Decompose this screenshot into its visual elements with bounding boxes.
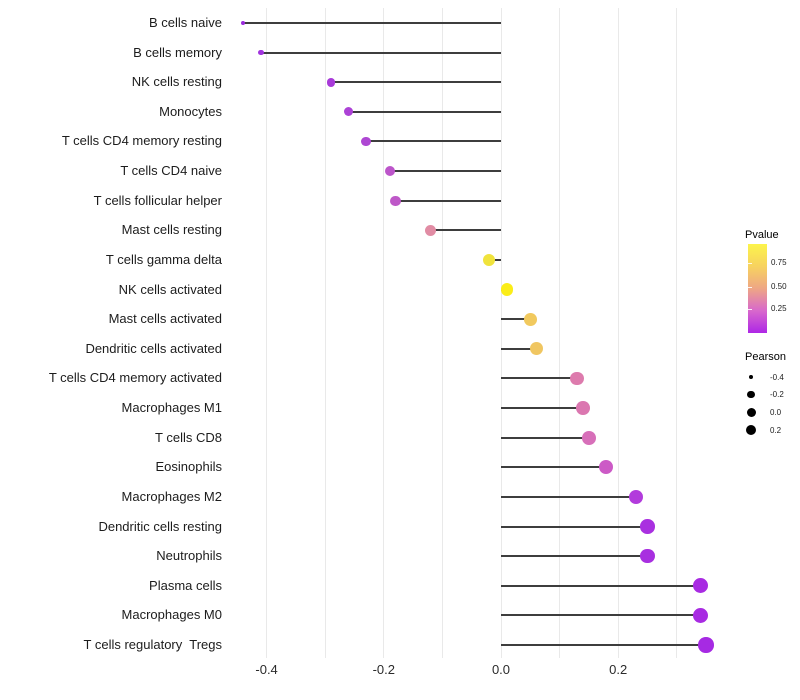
pvalue-colorbar bbox=[748, 244, 767, 333]
pearson-legend-label: 0.2 bbox=[770, 425, 782, 435]
y-axis-label: Eosinophils bbox=[155, 459, 223, 475]
pearson-legend-dot bbox=[749, 375, 753, 379]
y-axis-label: T cells follicular helper bbox=[93, 192, 222, 208]
y-axis-label: Mast cells activated bbox=[108, 311, 222, 327]
lollipop-stem bbox=[501, 466, 607, 469]
x-axis-tick-label: -0.4 bbox=[255, 662, 278, 677]
pearson-legend-label: -0.2 bbox=[770, 390, 784, 400]
y-axis-label: Plasma cells bbox=[149, 577, 222, 593]
lollipop-dot bbox=[640, 548, 655, 564]
lollipop-stem bbox=[501, 377, 578, 380]
y-axis-label: T cells gamma delta bbox=[105, 251, 222, 267]
y-axis-label: T cells CD4 memory resting bbox=[61, 133, 222, 149]
lollipop-dot bbox=[582, 430, 596, 445]
pearson-legend-entries: -0.4 -0.2 0.0 0.2 bbox=[745, 351, 800, 446]
pvalue-legend-title: Pvalue bbox=[745, 229, 779, 241]
y-axis-label: B cells naive bbox=[149, 15, 222, 30]
pvalue-legend: Pvalue 0.75 0.50 0.25 bbox=[745, 229, 800, 349]
x-axis-tick-label: -0.2 bbox=[372, 662, 395, 677]
colorbar-tick-mark bbox=[748, 262, 752, 264]
lollipop-dot bbox=[384, 166, 395, 177]
lollipop-stem bbox=[489, 258, 501, 261]
y-axis-label: NK cells activated bbox=[118, 281, 222, 297]
lollipop-dot bbox=[640, 519, 655, 534]
lollipop-stem bbox=[501, 614, 701, 617]
lollipop-dot bbox=[390, 195, 401, 206]
lollipop-dot bbox=[576, 401, 590, 415]
pearson-legend-dot bbox=[746, 425, 756, 436]
pearson-legend-label: 0.0 bbox=[770, 407, 782, 417]
y-axis-label: NK cells resting bbox=[131, 74, 222, 90]
lollipop-dot bbox=[529, 342, 543, 356]
lollipop-dot bbox=[698, 637, 714, 653]
grid-line bbox=[383, 8, 385, 658]
x-axis-tick-label: 0.2 bbox=[609, 662, 628, 677]
y-axis-label: Mast cells resting bbox=[121, 222, 222, 238]
lollipop-dot bbox=[500, 283, 514, 296]
lollipop-stem bbox=[366, 140, 501, 143]
lollipop-dot bbox=[692, 578, 708, 594]
lollipop-dot bbox=[483, 253, 496, 266]
grid-line bbox=[441, 8, 443, 658]
y-axis-label: Macrophages M0 bbox=[121, 607, 222, 623]
grid-line bbox=[324, 8, 326, 658]
lollipop-stem bbox=[501, 525, 648, 528]
lollipop-stem bbox=[501, 555, 648, 558]
y-axis-label: T cells regulatory Tregs bbox=[83, 637, 222, 653]
y-axis-label: Macrophages M1 bbox=[121, 400, 222, 416]
colorbar-tick-mark bbox=[748, 308, 752, 310]
y-axis-label: Dendritic cells resting bbox=[98, 518, 222, 534]
lollipop-dot bbox=[570, 371, 584, 386]
y-axis-label: Monocytes bbox=[159, 103, 222, 119]
lollipop-dot bbox=[425, 224, 437, 236]
y-axis-label: Neutrophils bbox=[156, 548, 222, 564]
lollipop-dot bbox=[628, 489, 643, 505]
y-axis-label: T cells CD4 memory activated bbox=[48, 370, 222, 386]
lollipop-stem bbox=[243, 22, 501, 24]
pearson-legend-label: -0.4 bbox=[770, 372, 784, 382]
colorbar-tick-mark bbox=[748, 286, 752, 288]
colorbar-tick-label: 0.75 bbox=[771, 258, 787, 268]
lollipop-dot bbox=[344, 107, 354, 117]
lollipop-stem bbox=[501, 584, 701, 587]
grid-line bbox=[500, 8, 502, 658]
grid-line bbox=[266, 8, 268, 658]
pearson-legend-title: Pearson bbox=[745, 351, 786, 363]
lollipop-stem bbox=[430, 229, 501, 232]
lollipop-stem bbox=[389, 170, 501, 173]
lollipop-stem bbox=[501, 436, 589, 439]
lollipop-stem bbox=[501, 347, 537, 350]
x-axis-tick-label: 0.0 bbox=[491, 662, 511, 677]
lollipop-stem bbox=[501, 407, 584, 410]
lollipop-stem bbox=[331, 81, 501, 84]
lollipop-dot bbox=[692, 607, 708, 624]
lollipop-stem bbox=[501, 495, 636, 498]
y-axis-label: Macrophages M2 bbox=[121, 488, 222, 504]
grid-line bbox=[617, 8, 619, 658]
lollipop-dot bbox=[257, 49, 264, 56]
pearson-legend-dot bbox=[746, 407, 756, 417]
y-axis-label: T cells CD4 naive bbox=[120, 163, 222, 179]
y-axis-label: T cells CD8 bbox=[155, 429, 222, 445]
lollipop-dot bbox=[240, 20, 246, 26]
lollipop-stem bbox=[501, 318, 531, 321]
lollipop-dot bbox=[599, 460, 614, 475]
lollipop-stem bbox=[395, 199, 501, 202]
grid-line bbox=[559, 8, 561, 658]
colorbar-tick-label: 0.25 bbox=[771, 304, 787, 314]
y-axis-label: Dendritic cells activated bbox=[85, 340, 222, 356]
lollipop-dot bbox=[326, 77, 336, 87]
y-axis-label: B cells memory bbox=[133, 44, 222, 60]
lollipop-stem bbox=[348, 110, 501, 113]
grid-line bbox=[676, 8, 678, 658]
lollipop-dot bbox=[523, 312, 537, 326]
lollipop-dot bbox=[361, 136, 371, 147]
colorbar-tick-label: 0.50 bbox=[771, 282, 787, 292]
lollipop-stem bbox=[501, 644, 707, 647]
pearson-legend-dot bbox=[747, 390, 755, 399]
lollipop-stem bbox=[260, 51, 501, 54]
pearson-size-legend: Pearson -0.4 -0.2 0.0 0.2 bbox=[745, 351, 800, 446]
